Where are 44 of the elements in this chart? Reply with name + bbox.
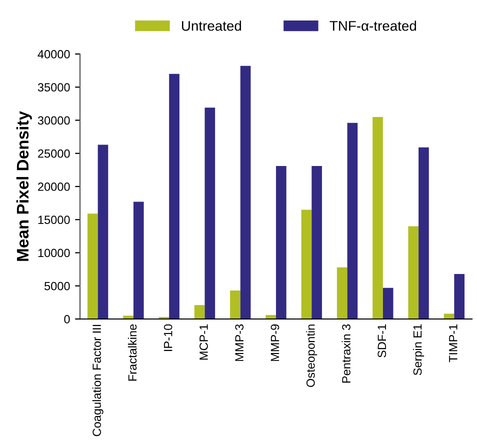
bar (418, 147, 429, 319)
bar (382, 288, 394, 319)
x-tick-label: Coagulation Factor III (92, 324, 104, 436)
x-tick-label: Serpin E1 (413, 324, 424, 376)
y-tick-label: 30000 (38, 116, 70, 125)
bar (301, 210, 312, 319)
y-tick-label: 20000 (38, 182, 70, 191)
y-axis-title: Mean Pixel Density (16, 111, 32, 261)
bar (336, 267, 348, 319)
x-tick-label: SDF-1 (378, 324, 386, 358)
bar (133, 202, 144, 319)
bar (169, 74, 180, 319)
bar (372, 116, 383, 319)
bar (276, 166, 286, 319)
bar (194, 305, 205, 319)
bar (408, 226, 419, 319)
bar (204, 108, 216, 319)
legend-label: Untreated (182, 20, 242, 31)
bar (240, 66, 251, 319)
bar (123, 316, 134, 319)
x-tick-label: TIMP-1 (449, 324, 458, 362)
y-tick-label: 5000 (44, 282, 70, 290)
y-tick-label: 0 (64, 315, 70, 324)
bar (444, 314, 454, 319)
x-tick-label: Osteopontin (306, 324, 318, 387)
bar (98, 144, 108, 319)
legend-label: TNF-α-treated (330, 20, 416, 31)
y-tick-label: 40000 (38, 50, 70, 58)
y-tick-label: 15000 (38, 216, 70, 224)
bar (230, 290, 240, 319)
x-tick-label: MMP-3 (235, 324, 244, 361)
x-tick-label: MMP-9 (270, 324, 280, 361)
bar (312, 166, 322, 319)
y-tick-label: 10000 (38, 248, 70, 258)
bar (347, 122, 358, 319)
bar (266, 315, 276, 319)
y-tick-label: 25000 (38, 149, 70, 158)
bar (87, 214, 98, 319)
x-tick-label: Pentraxin 3 (342, 324, 350, 383)
bar (454, 274, 465, 319)
x-tick-label: IP-10 (164, 324, 172, 351)
y-tick-label: 35000 (38, 83, 70, 92)
x-tick-label: MCP-1 (200, 324, 208, 360)
x-tick-label: Fractalkine (128, 324, 137, 381)
